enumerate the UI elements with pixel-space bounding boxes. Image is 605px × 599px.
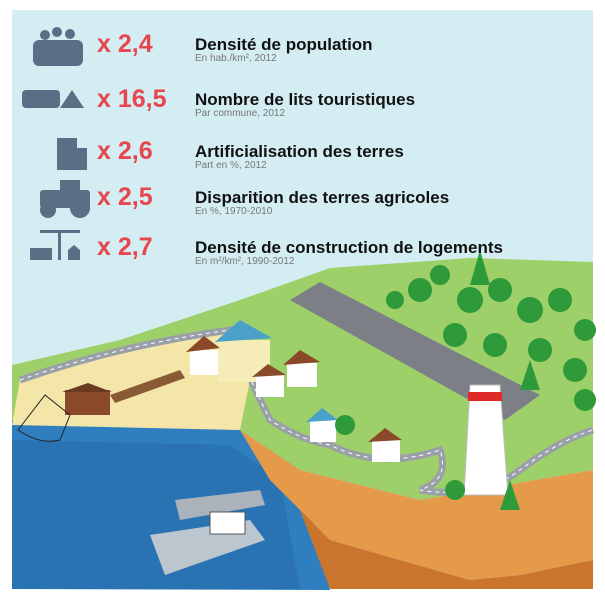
indicator-subtitle: Par commune, 2012 — [195, 108, 285, 119]
indicator-title: Disparition des terres agricoles — [195, 188, 449, 207]
multiplier: x 2,5 — [97, 183, 153, 211]
net — [17, 394, 71, 442]
icons — [22, 27, 90, 260]
pier — [110, 370, 185, 403]
hut-roof — [62, 383, 112, 392]
indicator-title: Densité de construction de logements — [195, 238, 503, 257]
lighthouse — [463, 384, 509, 496]
cliff — [240, 430, 593, 580]
indicator-title: Artificialisation des terres — [195, 142, 404, 161]
indicator-title: Densité de population — [195, 35, 373, 54]
boat — [209, 511, 246, 535]
multiplier: x 16,5 — [97, 85, 167, 113]
indicator-title: Nombre de lits touristiques — [195, 90, 415, 109]
dock-2 — [175, 490, 265, 520]
indicator-subtitle: En m²/km², 1990-2012 — [195, 256, 295, 267]
trees — [335, 250, 596, 510]
lighthouse-band — [468, 392, 502, 401]
indicator-subtitle: Part en %, 2012 — [195, 160, 267, 171]
hut — [65, 390, 110, 415]
houses — [186, 320, 402, 462]
cliff-shadow — [300, 510, 593, 589]
indicator-subtitle: En %, 1970-2010 — [195, 206, 273, 217]
multiplier: x 2,7 — [97, 233, 153, 261]
multiplier: x 2,4 — [97, 30, 153, 58]
multiplier: x 2,6 — [97, 137, 153, 165]
road-line — [19, 329, 594, 493]
indicator-subtitle: En hab./km², 2012 — [195, 53, 277, 64]
